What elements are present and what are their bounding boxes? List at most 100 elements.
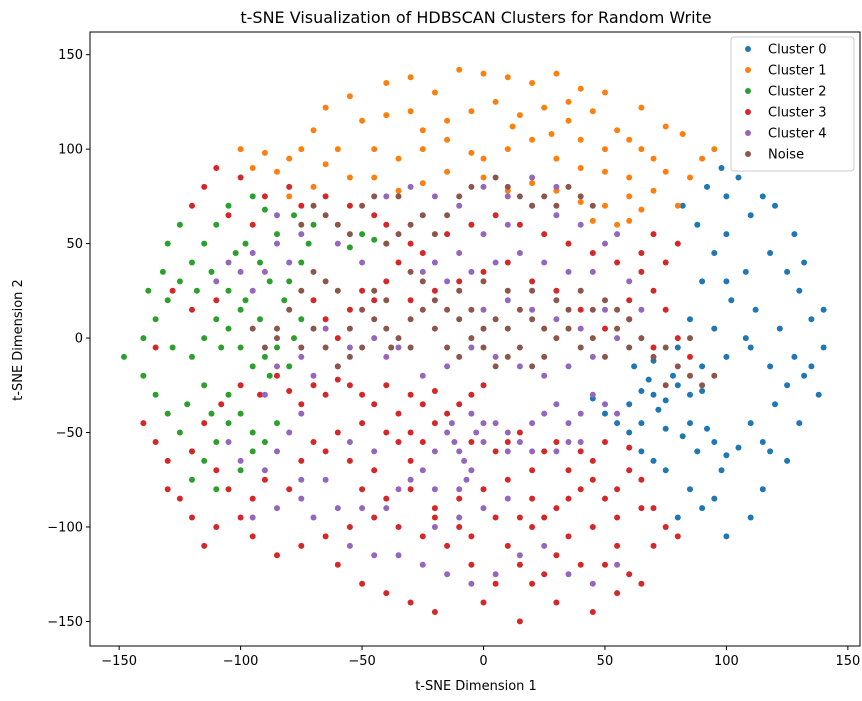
data-point xyxy=(747,344,754,351)
data-point xyxy=(468,467,475,474)
data-point xyxy=(796,420,803,427)
data-point xyxy=(759,193,766,200)
data-point xyxy=(383,80,390,86)
data-point xyxy=(687,316,693,323)
x-tick-label: 50 xyxy=(597,654,614,669)
data-point xyxy=(626,174,633,181)
data-point xyxy=(213,316,220,323)
data-point xyxy=(662,123,669,130)
x-axis-ticks: −150 −100 −50 0 50 100 150 xyxy=(101,646,860,669)
plot-frame xyxy=(89,31,861,647)
data-point xyxy=(638,104,645,111)
data-point xyxy=(687,335,693,342)
data-point xyxy=(742,335,749,342)
data-point xyxy=(359,486,366,493)
data-point xyxy=(164,486,171,493)
data-point xyxy=(614,410,621,417)
data-point xyxy=(602,561,608,568)
data-point xyxy=(359,420,366,427)
data-point xyxy=(213,486,220,493)
data-point xyxy=(767,363,774,370)
data-point xyxy=(298,476,305,483)
data-point xyxy=(529,202,536,209)
data-point xyxy=(468,306,475,313)
data-point xyxy=(541,259,548,266)
data-point xyxy=(728,297,735,304)
data-point xyxy=(529,287,536,294)
data-point xyxy=(140,420,147,427)
data-point xyxy=(723,533,730,540)
x-tick-label: −50 xyxy=(348,654,375,669)
data-point xyxy=(261,206,268,213)
data-point xyxy=(431,259,438,266)
data-point xyxy=(395,552,402,559)
data-point xyxy=(359,580,366,587)
data-point xyxy=(274,552,280,559)
data-point xyxy=(456,486,463,493)
data-point xyxy=(791,231,798,238)
data-point xyxy=(626,429,633,436)
data-point xyxy=(602,401,608,408)
data-point xyxy=(504,476,511,483)
data-point xyxy=(784,268,791,275)
x-axis-title: t-SNE Dimension 1 xyxy=(415,679,537,694)
data-point xyxy=(553,448,560,455)
data-point xyxy=(808,316,815,323)
data-point xyxy=(298,146,305,153)
data-point xyxy=(257,316,263,323)
data-point xyxy=(261,268,268,275)
data-point xyxy=(541,193,548,200)
data-point xyxy=(395,193,402,200)
data-point xyxy=(431,609,438,615)
data-point xyxy=(346,344,353,351)
data-point xyxy=(407,74,414,81)
data-point xyxy=(407,599,414,606)
data-point xyxy=(626,297,633,304)
data-point xyxy=(431,89,438,96)
data-point xyxy=(152,439,159,445)
data-point xyxy=(456,316,463,323)
data-point xyxy=(602,202,608,209)
data-point xyxy=(225,325,232,332)
data-point xyxy=(346,202,353,209)
data-point xyxy=(674,240,681,247)
data-point xyxy=(334,429,341,436)
data-point xyxy=(468,410,475,417)
data-point xyxy=(291,212,297,219)
data-point xyxy=(225,391,232,398)
data-point xyxy=(431,193,438,200)
data-point xyxy=(456,202,463,209)
data-point xyxy=(468,108,475,115)
data-point xyxy=(650,391,657,398)
data-point xyxy=(565,183,572,190)
x-tick-label: 0 xyxy=(479,654,487,669)
data-point xyxy=(589,524,596,530)
data-point xyxy=(371,174,378,181)
data-point xyxy=(468,335,475,342)
data-point xyxy=(298,457,305,464)
data-point xyxy=(444,363,451,370)
data-point xyxy=(456,448,463,455)
data-point xyxy=(274,240,280,247)
data-point xyxy=(747,212,754,219)
data-point xyxy=(346,306,353,313)
data-point xyxy=(662,259,669,266)
data-point xyxy=(298,202,305,209)
data-point xyxy=(589,306,596,313)
data-point xyxy=(463,476,470,483)
data-point xyxy=(687,420,693,427)
data-point xyxy=(529,524,536,530)
data-point xyxy=(225,259,232,266)
data-point xyxy=(516,552,523,559)
data-point xyxy=(529,420,536,427)
data-point xyxy=(638,146,645,153)
data-point xyxy=(589,335,596,342)
data-point xyxy=(225,287,232,294)
y-tick-label: −150 xyxy=(47,615,83,630)
data-point xyxy=(614,335,621,342)
data-point xyxy=(480,278,487,285)
data-point xyxy=(650,457,657,464)
data-point xyxy=(456,250,463,256)
data-point xyxy=(237,467,244,474)
data-point xyxy=(334,505,341,512)
